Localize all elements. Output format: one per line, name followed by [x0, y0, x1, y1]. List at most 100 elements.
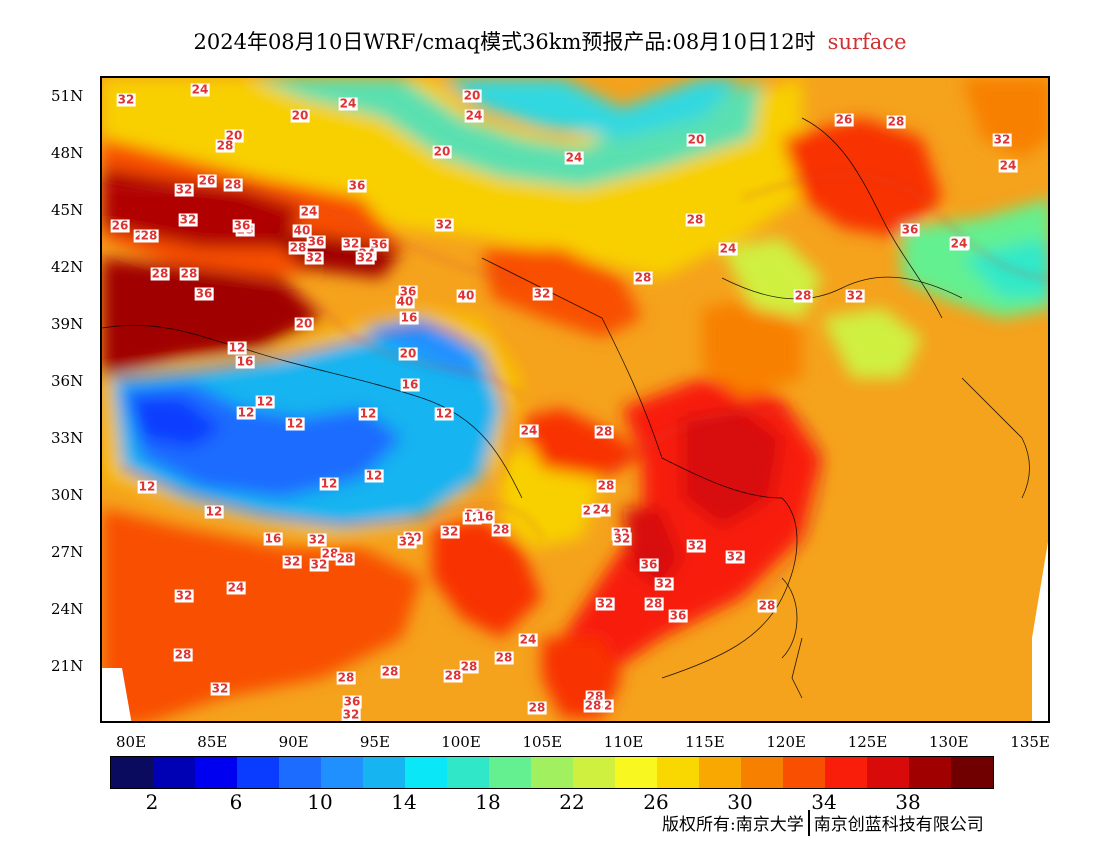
contour-label: 24 — [949, 236, 969, 251]
contour-label: 16 — [475, 509, 495, 524]
lat-label: 24N — [51, 600, 84, 618]
colorbar-swatch — [405, 757, 447, 788]
lat-label: 45N — [51, 201, 84, 219]
contour-label: 12 — [204, 504, 224, 519]
contour-label: 36 — [194, 286, 214, 301]
contour-label: 36 — [639, 557, 659, 572]
colorbar-tick-label: 22 — [559, 790, 585, 814]
contour-label: 12 — [236, 405, 256, 420]
contour-label: 36 — [900, 222, 920, 237]
contour-label: 32 — [654, 576, 674, 591]
lat-label: 36N — [51, 372, 84, 390]
contour-label: 20 — [224, 128, 244, 143]
colorbar-swatch — [573, 757, 615, 788]
contour-label: 28 — [685, 212, 705, 227]
contour-label: 28 — [494, 650, 514, 665]
contour-label: 32 — [116, 92, 136, 107]
contour-label: 12 — [255, 394, 275, 409]
contour-label: 20 — [686, 132, 706, 147]
contour-label: 32 — [309, 557, 329, 572]
contour-label: 28 — [596, 478, 616, 493]
contour-label: 28 — [443, 668, 463, 683]
contour-label: 32 — [612, 531, 632, 546]
contour-label: 36 — [668, 608, 688, 623]
colorbar-tick-label: 34 — [811, 790, 837, 814]
contour-label: 28 — [215, 138, 235, 153]
contour-label: 28 — [757, 598, 777, 613]
lon-label: 100E — [441, 733, 481, 751]
contour-label: 28 — [139, 228, 159, 243]
lon-label: 135E — [1010, 733, 1050, 751]
contour-label: 32 — [532, 286, 552, 301]
colorbar-swatch — [909, 757, 951, 788]
lon-label: 110E — [603, 733, 644, 751]
colorbar-tick-label: 30 — [727, 790, 753, 814]
contour-label: 16 — [263, 531, 283, 546]
lat-label: 42N — [51, 258, 84, 276]
contour-label: 32 — [686, 538, 706, 553]
colorbar-swatch — [657, 757, 699, 788]
colorbar-swatch — [195, 757, 237, 788]
contour-label: 24 — [564, 150, 584, 165]
colorbar-swatch — [741, 757, 783, 788]
colorbar-swatch — [111, 757, 153, 788]
contour-label: 28 — [179, 266, 199, 281]
map-title: 2024年08月10日WRF/cmaq模式36km预报产品:08月10日12时 s… — [0, 26, 1100, 56]
copyright-left: 版权所有:南京大学 — [662, 815, 804, 835]
contour-label: 32 — [307, 532, 327, 547]
contour-label: 24 — [519, 423, 539, 438]
contour-label: 28 — [150, 266, 170, 281]
lon-label: 125E — [847, 733, 888, 751]
contour-label: 32 — [397, 534, 417, 549]
contour-label: 28 — [491, 522, 511, 537]
lat-label: 30N — [51, 486, 84, 504]
lon-label: 120E — [766, 733, 806, 751]
contour-label: 32 — [178, 212, 198, 227]
colorbar-swatch — [867, 757, 909, 788]
contour-label: 28 — [633, 270, 653, 285]
contour-label: 24 — [591, 502, 611, 517]
contour-label: 32 — [440, 524, 460, 539]
lon-label: 90E — [278, 733, 309, 751]
contour-label: 24 — [998, 158, 1018, 173]
lon-label: 115E — [685, 733, 725, 751]
lon-label: 130E — [929, 733, 969, 751]
contour-label: 36 — [347, 178, 367, 193]
contour-label: 32 — [434, 217, 454, 232]
contour-label: 28 — [380, 664, 400, 679]
contour-label: 28 — [173, 647, 193, 662]
colorbar-tick-label: 2 — [145, 790, 159, 814]
temperature-field — [102, 78, 1048, 721]
contour-label: 32 — [355, 250, 375, 265]
lon-label: 105E — [522, 733, 563, 751]
contour-label: 40 — [292, 223, 312, 238]
lat-label: 33N — [51, 429, 84, 447]
contour-label: 28 — [336, 670, 356, 685]
lat-label: 39N — [51, 315, 84, 333]
map-frame: 3224202420242028202420283226283628263224… — [100, 76, 1050, 723]
contour-label: 32 — [210, 681, 230, 696]
contour-label: 32 — [304, 250, 324, 265]
lon-label: 95E — [359, 733, 390, 751]
contour-label: 20 — [290, 108, 310, 123]
contour-label: 36 — [342, 694, 362, 709]
contour-label: 32 — [174, 182, 194, 197]
contour-label: 28 — [320, 546, 340, 561]
contour-label: 12 — [358, 406, 378, 421]
colorbar-tick-label: 14 — [391, 790, 417, 814]
contour-label: 28 — [223, 177, 243, 192]
contour-label: 24 — [518, 632, 538, 647]
copyright-right: 南京创蓝科技有限公司 — [813, 815, 984, 835]
colorbar-swatch — [363, 757, 405, 788]
contour-label: 12 — [285, 416, 305, 431]
lat-label: 51N — [51, 87, 84, 105]
lat-label: 48N — [51, 144, 84, 162]
contour-label: 32 — [595, 596, 615, 611]
colorbar-swatch — [531, 757, 573, 788]
title-main: 2024年08月10日WRF/cmaq模式36km预报产品:08月10日12时 — [193, 30, 816, 54]
colorbar-swatch — [153, 757, 195, 788]
contour-label: 28 — [288, 240, 308, 255]
colorbar-swatch — [825, 757, 867, 788]
contour-label: 12 — [227, 340, 247, 355]
contour-label: 20 — [462, 88, 482, 103]
